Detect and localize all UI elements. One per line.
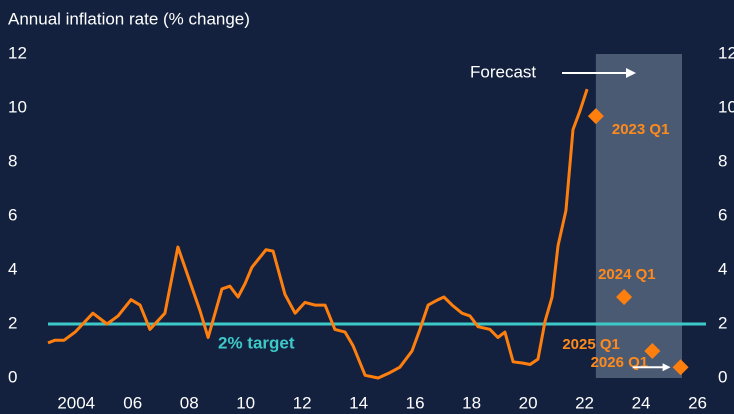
x-tick-label: 12 <box>293 393 312 412</box>
target-label: 2% target <box>218 333 295 352</box>
y2-tick-label: 10 <box>718 97 734 116</box>
y-tick-label: 8 <box>8 151 17 170</box>
y2-tick-label: 0 <box>718 367 727 386</box>
x-tick-label: 18 <box>462 393 481 412</box>
y-tick-label: 6 <box>8 205 17 224</box>
forecast-label: 2023 Q1 <box>612 121 670 138</box>
arrow-head <box>662 363 671 372</box>
forecast-label: 2025 Q1 <box>562 336 620 353</box>
y-tick-label: 2 <box>8 313 17 332</box>
x-tick-label: 2004 <box>57 393 95 412</box>
y2-tick-label: 12 <box>718 43 734 62</box>
x-tick-label: 20 <box>519 393 538 412</box>
inflation-line <box>47 88 589 380</box>
forecast-point <box>644 343 661 359</box>
arrow-head <box>626 68 636 78</box>
forecast-text: Forecast <box>470 62 536 81</box>
y2-tick-label: 4 <box>718 259 727 278</box>
x-tick-label: 06 <box>123 393 142 412</box>
y-tick-label: 12 <box>8 43 27 62</box>
y2-tick-label: 6 <box>718 205 727 224</box>
y-tick-label: 10 <box>8 97 27 116</box>
chart-title: Annual inflation rate (% change) <box>8 9 250 28</box>
x-tick-label: 26 <box>688 393 707 412</box>
y2-tick-label: 2 <box>718 313 727 332</box>
x-tick-label: 22 <box>575 393 594 412</box>
forecast-point <box>616 289 633 305</box>
x-tick-label: 14 <box>349 393 368 412</box>
forecast-label: 2026 Q1 <box>591 354 649 371</box>
y2-tick-label: 8 <box>718 151 727 170</box>
x-tick-label: 08 <box>180 393 199 412</box>
y-tick-label: 0 <box>8 367 17 386</box>
x-tick-label: 24 <box>632 393 651 412</box>
x-tick-label: 10 <box>236 393 255 412</box>
forecast-point <box>672 359 689 376</box>
forecast-region <box>595 54 682 378</box>
forecast-point <box>587 108 604 125</box>
forecast-label: 2024 Q1 <box>598 266 656 283</box>
y-tick-label: 4 <box>8 259 17 278</box>
x-tick-label: 16 <box>406 393 425 412</box>
